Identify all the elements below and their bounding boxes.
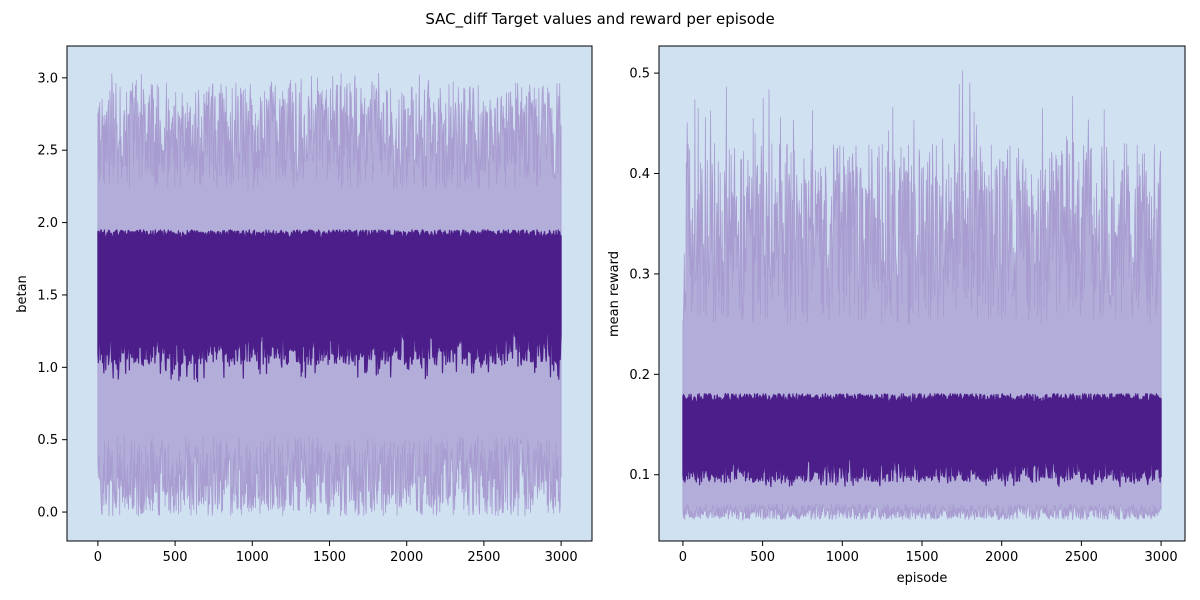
betan-y-tick-label: 3.0	[37, 71, 58, 86]
mean-reward-y-tick-label: 0.4	[629, 167, 650, 182]
mean-reward-y-axis-label: mean reward	[607, 251, 622, 337]
mean-reward-y-tick-label: 0.2	[629, 368, 650, 383]
mean-reward-x-tick-label: 2000	[985, 550, 1018, 565]
mean-reward-y-axis: 0.1 0.2 0.3 0.4 0.5	[629, 67, 659, 483]
mean-reward-x-tick-label: 2500	[1065, 550, 1098, 565]
betan-series-group	[97, 72, 562, 517]
betan-chart-panel: 0 500 1000 1500 2000 2500 3000 0.0 0.5 1.0 1.5 2.0…	[15, 45, 593, 565]
betan-x-tick-label: 1000	[236, 550, 269, 565]
mean-reward-x-tick-label: 3000	[1145, 550, 1178, 565]
mean-reward-mean-line	[682, 393, 1162, 488]
mean-reward-x-axis-label: episode	[897, 571, 948, 586]
mean-reward-series-group	[682, 70, 1162, 522]
betan-x-tick-label: 2000	[390, 550, 423, 565]
betan-x-tick-label: 0	[94, 550, 102, 565]
betan-y-tick-label: 0.0	[37, 506, 58, 521]
betan-x-tick-label: 2500	[467, 550, 500, 565]
mean-reward-x-axis: 0 500 1000 1500 2000 2500 3000	[679, 541, 1178, 565]
betan-x-tick-label: 500	[163, 550, 188, 565]
betan-x-axis: 0 500 1000 1500 2000 2500 3000	[94, 541, 578, 565]
betan-y-tick-label: 0.5	[37, 433, 58, 448]
betan-y-tick-label: 1.0	[37, 361, 58, 376]
mean-reward-x-tick-label: 1500	[905, 550, 938, 565]
mean-reward-y-tick-label: 0.1	[629, 468, 650, 483]
betan-mean-line	[97, 229, 562, 383]
betan-y-tick-label: 2.0	[37, 216, 58, 231]
betan-y-axis-label: betan	[15, 275, 30, 313]
mean-reward-x-tick-label: 1000	[826, 550, 859, 565]
betan-y-tick-label: 2.5	[37, 144, 58, 159]
mean-reward-chart-panel: 0 500 1000 1500 2000 2500 3000 0.1 0.2 0.3 0.4 0.5…	[607, 45, 1186, 586]
betan-x-tick-label: 1500	[313, 550, 346, 565]
betan-y-axis: 0.0 0.5 1.0 1.5 2.0 2.5 3.0	[37, 71, 67, 521]
mean-reward-y-tick-label: 0.3	[629, 267, 650, 282]
mean-reward-x-tick-label: 0	[679, 550, 687, 565]
figure-suptitle: SAC_diff Target values and reward per ep…	[425, 10, 774, 29]
betan-y-tick-label: 1.5	[37, 288, 58, 303]
mean-reward-x-tick-label: 500	[750, 550, 775, 565]
mean-reward-y-tick-label: 0.5	[629, 67, 650, 82]
betan-x-tick-label: 3000	[545, 550, 578, 565]
